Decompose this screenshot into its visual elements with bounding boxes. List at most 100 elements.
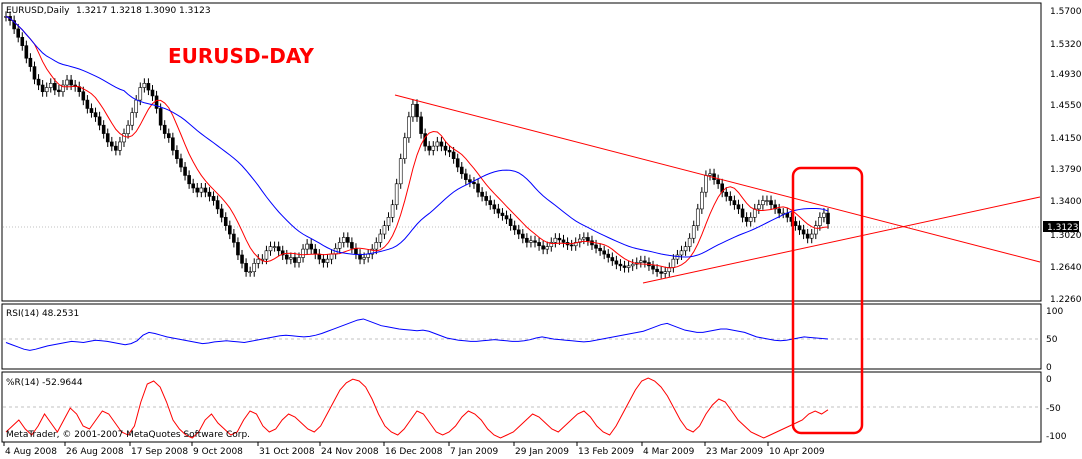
candle-body: [114, 145, 118, 151]
price-tick: 1.3400: [1050, 197, 1082, 207]
candle-body: [549, 242, 554, 247]
candle-body: [122, 133, 126, 143]
wpr-title: %R(14) -52.9644: [6, 378, 83, 388]
price-tick: 1.3790: [1050, 165, 1082, 175]
candle-body: [276, 246, 281, 252]
candle-body: [736, 204, 741, 210]
candle-body: [793, 221, 798, 226]
candle-body: [337, 242, 342, 249]
candle-body: [179, 158, 183, 168]
candle-body: [20, 37, 25, 46]
date-tick-label: 24 Nov 2008: [321, 447, 379, 457]
candle-body: [411, 103, 415, 118]
candle-body: [390, 204, 395, 218]
candle-body: [126, 124, 130, 134]
candle-body: [268, 246, 273, 252]
price-tick: 1.5320: [1050, 40, 1082, 50]
price-axis: 1.5700 1.5320 1.4930 1.4550 1.4150 1.379…: [1050, 7, 1082, 305]
candle-body: [187, 175, 191, 185]
candle-body: [61, 84, 65, 93]
candle-body: [561, 239, 566, 243]
candle-body: [284, 254, 289, 260]
candle-body: [700, 191, 704, 210]
candle-body: [203, 187, 208, 193]
candle-body: [394, 183, 399, 206]
candle-body: [687, 237, 692, 247]
candle-body: [321, 258, 326, 263]
candle-body: [464, 173, 468, 180]
candle-body: [199, 187, 204, 193]
candle-body: [191, 183, 195, 189]
candle-body: [712, 173, 716, 180]
candle-body: [480, 191, 484, 197]
ma-slow-line: [5, 15, 829, 258]
candle-body: [744, 217, 749, 222]
wpr-tick: -50: [1046, 404, 1061, 414]
candle-body: [765, 200, 769, 202]
candle-body: [577, 238, 582, 243]
candle-body: [419, 116, 423, 134]
candle-body: [643, 260, 647, 263]
candle-body: [293, 257, 297, 263]
candle-body: [533, 240, 537, 243]
candle-body: [346, 237, 350, 243]
candle-body: [105, 133, 110, 143]
candle-body: [797, 225, 802, 231]
candle-body: [488, 200, 493, 206]
candle-body: [398, 158, 403, 185]
candle-body: [24, 45, 29, 59]
candle-body: [378, 233, 383, 243]
candle-body: [215, 200, 220, 210]
candle-body: [386, 217, 391, 226]
candle-body: [435, 141, 440, 147]
candle-body: [569, 244, 574, 247]
candle-body: [594, 244, 598, 249]
candle-body: [240, 254, 244, 264]
date-tick-label: 4 Mar 2009: [643, 447, 695, 457]
date-tick-label: 10 Apr 2009: [769, 447, 825, 457]
candle-body: [362, 257, 366, 260]
rsi-tick: 100: [1046, 307, 1063, 317]
price-tick: 1.4150: [1050, 134, 1082, 144]
candle-body: [777, 208, 781, 214]
rsi-tick: 50: [1046, 335, 1058, 345]
candle-body: [134, 99, 139, 113]
candle-body: [659, 271, 663, 274]
candle-body: [529, 240, 533, 243]
candle-body: [40, 84, 45, 93]
candle-body: [822, 212, 826, 218]
candle-body: [740, 208, 745, 218]
candle-body: [138, 87, 143, 101]
candle-body: [626, 265, 631, 268]
candle-body: [761, 200, 765, 206]
current-price-label: 1.3123: [1047, 223, 1079, 233]
candle-body: [826, 212, 830, 225]
candle-body: [162, 124, 167, 134]
candle-body: [350, 242, 354, 249]
candle-body: [651, 265, 655, 270]
candle-body: [252, 263, 257, 273]
date-tick-label: 9 Oct 2008: [193, 447, 243, 457]
candle-body: [541, 245, 545, 250]
date-axis: 4 Aug 2008 26 Aug 2008 17 Sep 2008 9 Oct 20…: [3, 442, 825, 457]
candle-body: [521, 233, 525, 239]
candle-body: [228, 225, 232, 235]
candle-body: [728, 196, 733, 201]
candle-body: [32, 66, 37, 80]
candle-body: [500, 212, 505, 216]
price-panel: [1, 2, 1042, 302]
rsi-line: [5, 318, 829, 351]
candle-body: [158, 108, 163, 126]
price-tick: 1.4550: [1050, 101, 1082, 111]
candle-body: [28, 57, 33, 67]
candle-body: [195, 187, 200, 193]
price-tick: 1.2640: [1050, 263, 1082, 273]
candle-body: [708, 173, 712, 176]
candle-body: [150, 89, 155, 97]
candle-body: [525, 237, 529, 243]
candle-body: [602, 250, 606, 255]
candle-body: [427, 145, 432, 151]
candle-body: [431, 145, 436, 151]
candle-body: [484, 196, 488, 201]
rsi-title: RSI(14) 48.2531: [6, 309, 79, 319]
